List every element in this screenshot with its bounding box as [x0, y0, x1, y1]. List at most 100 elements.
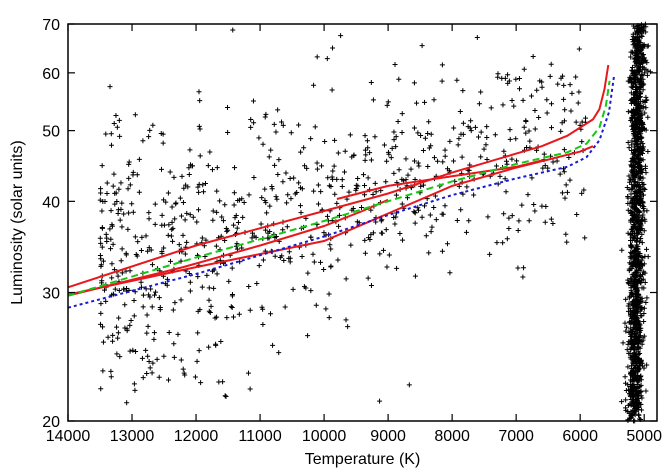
- scatter-point: [200, 182, 206, 188]
- scatter-point: [345, 324, 351, 330]
- scatter-point: [187, 212, 193, 218]
- scatter-point: [632, 351, 638, 357]
- scatter-point: [231, 202, 237, 208]
- scatter-point: [126, 161, 132, 167]
- scatter-point: [630, 33, 636, 39]
- scatter-point: [103, 231, 109, 237]
- scatter-point: [147, 127, 153, 133]
- scatter-point: [628, 319, 634, 325]
- scatter-point: [416, 163, 422, 169]
- scatter-point: [563, 231, 569, 237]
- scatter-point: [626, 173, 632, 179]
- scatter-point: [132, 234, 138, 240]
- scatter-point: [214, 209, 220, 215]
- scatter-point: [634, 156, 640, 162]
- scatter-point: [415, 205, 421, 211]
- scatter-point: [467, 125, 473, 131]
- scatter-point: [446, 168, 452, 174]
- scatter-point: [260, 306, 266, 312]
- scatter-point: [342, 148, 348, 154]
- scatter-point: [636, 200, 642, 206]
- scatter-point: [339, 177, 345, 183]
- scatter-point: [542, 219, 548, 225]
- scatter-point: [349, 154, 355, 160]
- scatter-point: [190, 214, 196, 220]
- scatter-point: [638, 150, 644, 156]
- scatter-point: [114, 324, 120, 330]
- scatter-point: [98, 301, 104, 307]
- scatter-point: [628, 54, 634, 60]
- scatter-point: [629, 412, 635, 418]
- scatter-point: [195, 308, 201, 314]
- scatter-point: [184, 210, 190, 216]
- scatter-point: [302, 163, 308, 169]
- scatter-point: [418, 133, 424, 139]
- scatter-point: [632, 73, 638, 79]
- scatter-point: [643, 170, 649, 176]
- scatter-point: [481, 146, 487, 152]
- scatter-point: [234, 246, 240, 252]
- scatter-point: [127, 322, 133, 328]
- scatter-point: [246, 192, 252, 198]
- scatter-point: [631, 365, 637, 371]
- scatter-point: [532, 108, 538, 114]
- scatter-point: [132, 289, 138, 295]
- scatter-point: [125, 226, 131, 232]
- scatter-point: [189, 163, 195, 169]
- scatter-point: [224, 315, 230, 321]
- x-tick-label: 6000: [562, 428, 598, 445]
- scatter-point: [548, 216, 554, 222]
- scatter-point: [154, 356, 160, 362]
- scatter-point: [229, 305, 235, 311]
- scatter-point: [635, 278, 641, 284]
- scatter-point: [139, 355, 145, 361]
- scatter-point: [454, 217, 460, 223]
- scatter-point: [478, 129, 484, 135]
- scatter-point: [632, 127, 638, 133]
- scatter-point: [311, 82, 317, 88]
- scatter-point: [564, 239, 570, 245]
- scatter-point: [527, 138, 533, 144]
- scatter-point: [196, 348, 202, 354]
- scatter-point: [644, 97, 650, 103]
- scatter-point: [488, 105, 494, 111]
- scatter-point: [115, 207, 121, 213]
- scatter-point: [638, 357, 644, 363]
- scatter-point: [219, 214, 225, 220]
- scatter-point: [140, 375, 146, 381]
- scatter-point: [544, 110, 550, 116]
- scatter-point: [635, 187, 641, 193]
- scatter-point: [186, 172, 192, 178]
- scatter-point: [330, 168, 336, 174]
- scatter-point: [273, 194, 279, 200]
- scatter-point: [362, 157, 368, 163]
- scatter-point: [630, 326, 636, 332]
- scatter-point: [269, 186, 275, 192]
- scatter-point: [98, 240, 104, 246]
- scatter-point: [165, 190, 171, 196]
- scatter-point: [627, 74, 633, 80]
- scatter-point: [636, 26, 642, 32]
- scatter-point: [635, 135, 641, 141]
- scatter-point: [324, 213, 330, 219]
- scatter-point: [639, 73, 645, 79]
- scatter-point: [634, 41, 640, 47]
- scatter-point: [431, 155, 437, 161]
- scatter-point: [223, 394, 229, 400]
- scatter-point: [350, 205, 356, 211]
- scatter-point: [344, 196, 350, 202]
- scatter-point: [224, 228, 230, 234]
- scatter-point: [263, 111, 269, 117]
- scatter-point: [343, 276, 349, 282]
- scatter-point: [625, 193, 631, 199]
- scatter-point: [103, 298, 109, 304]
- scatter-point: [632, 410, 638, 416]
- scatter-point: [634, 206, 640, 212]
- scatter-point: [629, 251, 635, 257]
- scatter-point: [144, 312, 150, 318]
- scatter-point: [260, 257, 266, 263]
- scatter-point: [558, 75, 564, 81]
- scatter-point: [636, 29, 642, 35]
- scatter-point: [629, 163, 635, 169]
- scatter-point: [641, 333, 647, 339]
